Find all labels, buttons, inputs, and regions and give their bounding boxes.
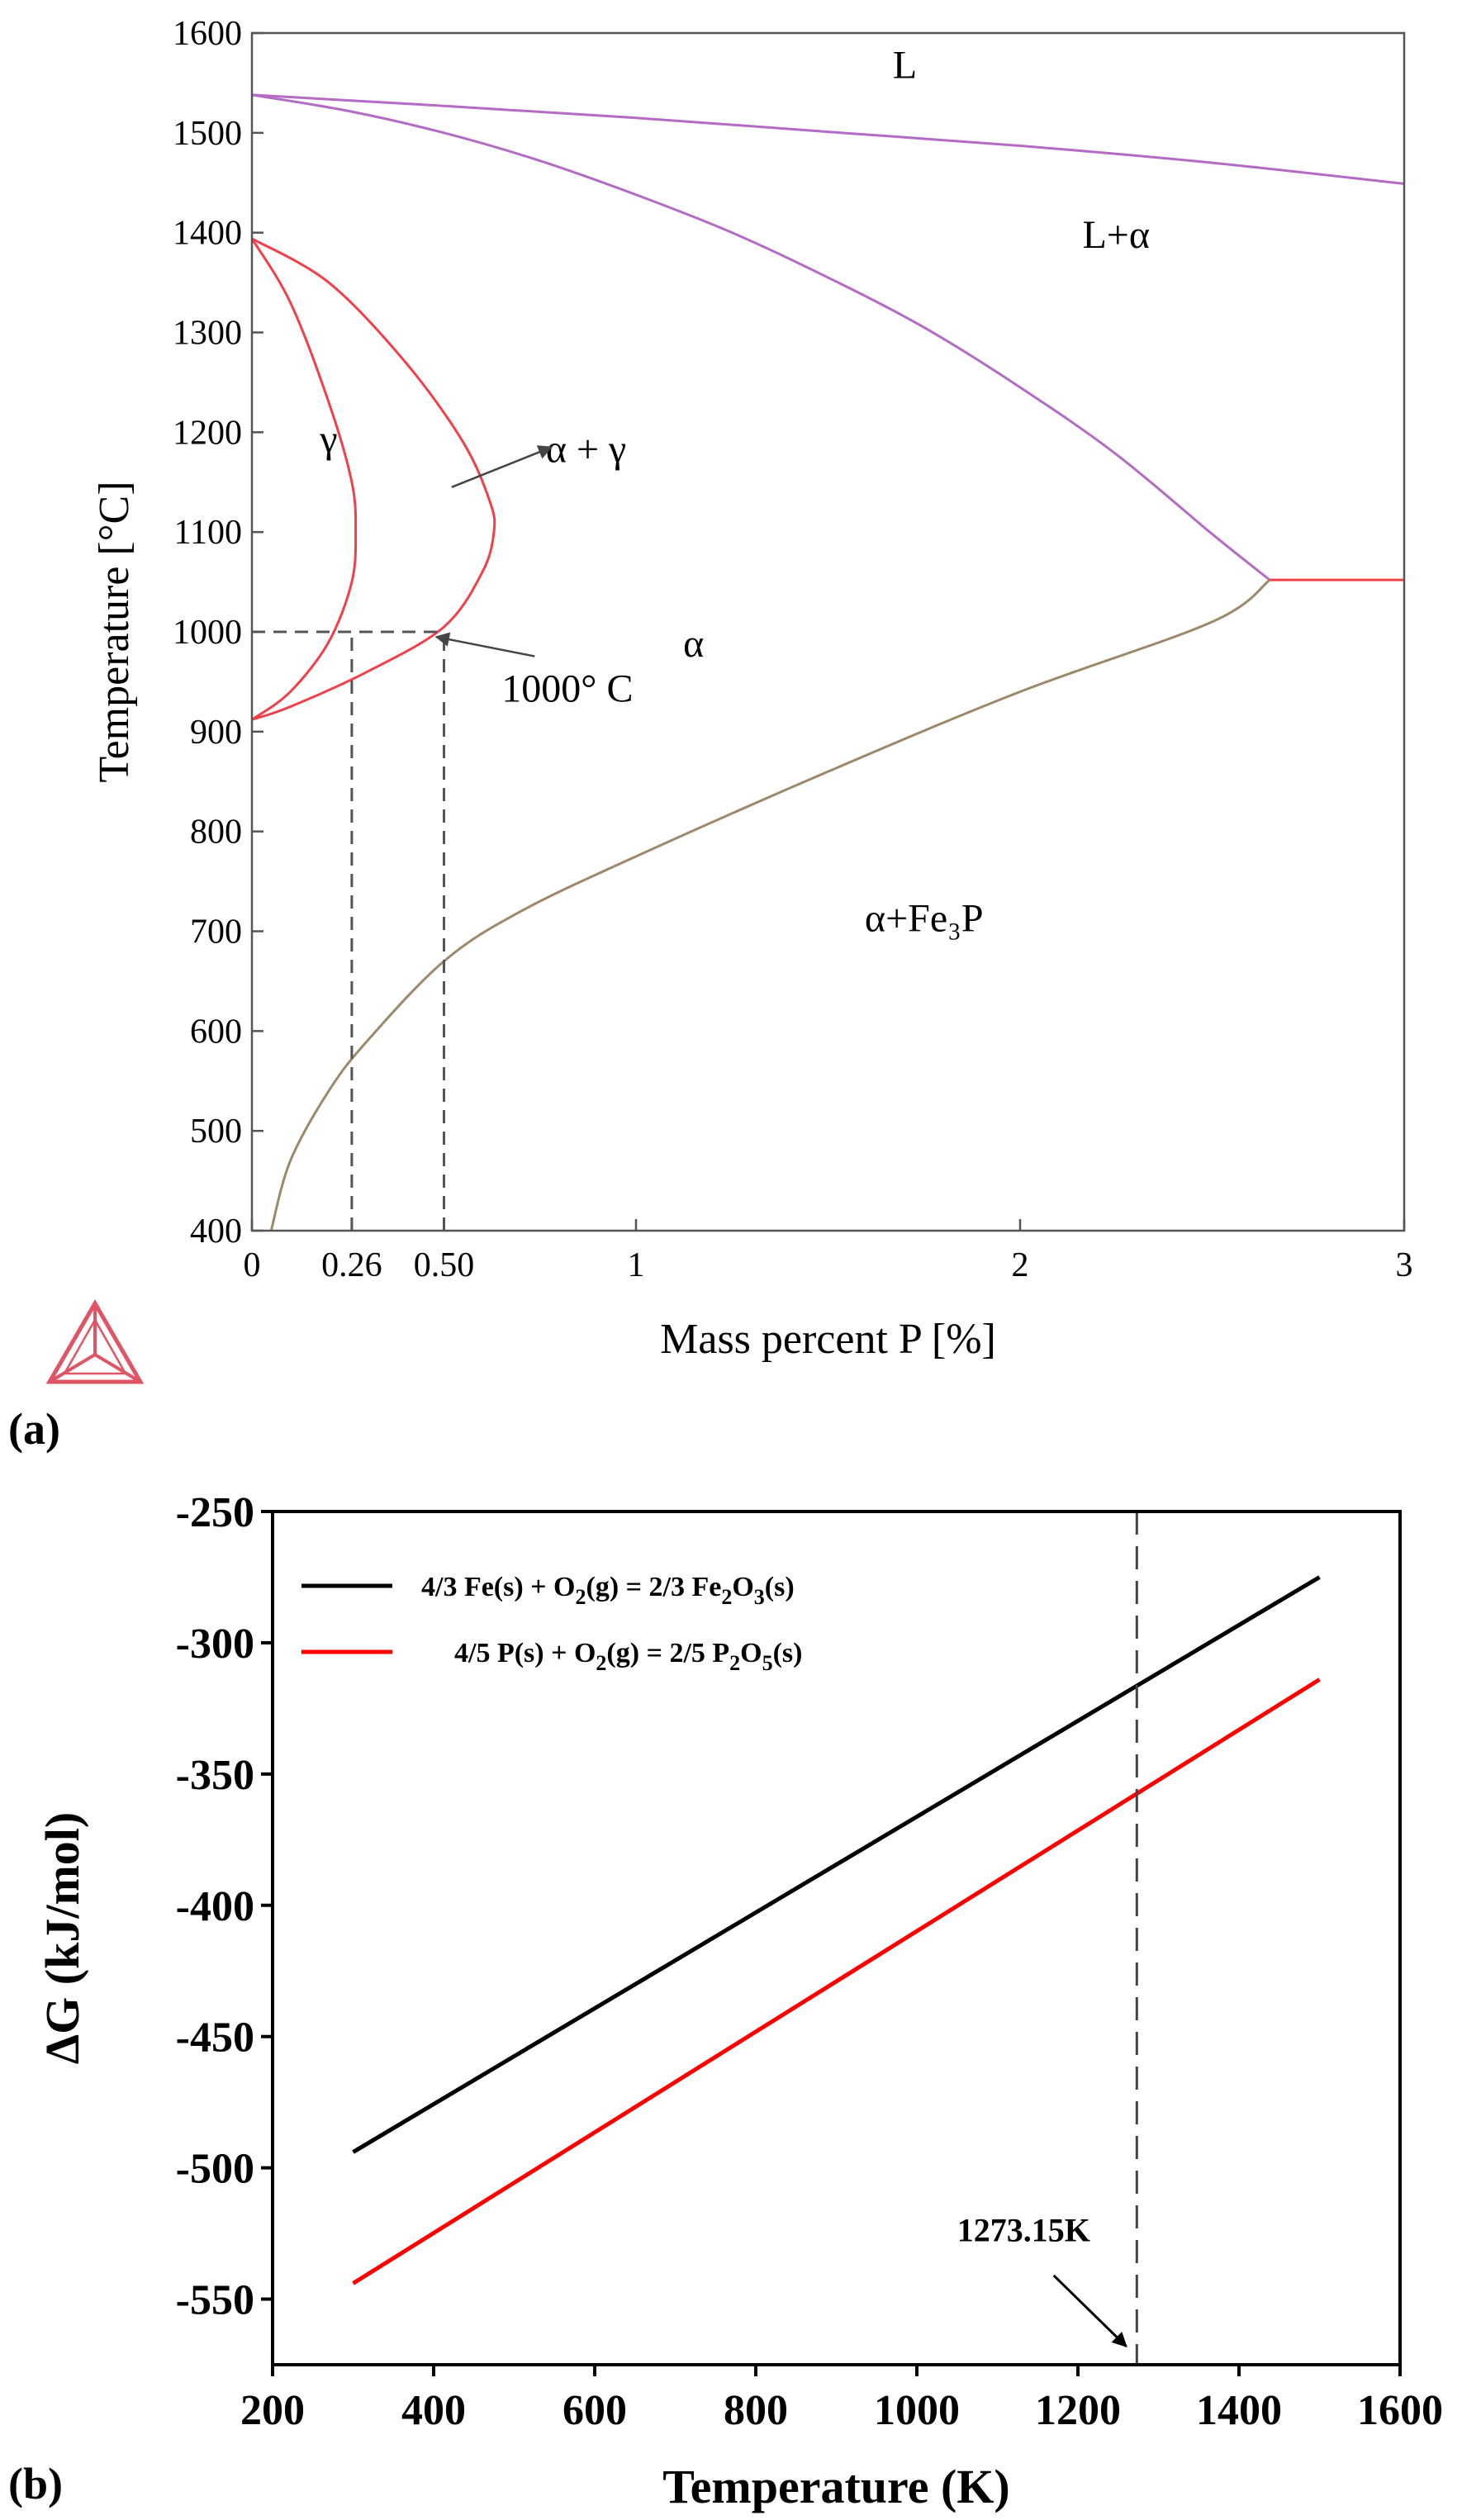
annotation-label: 1000° C [501, 667, 633, 711]
y-tick-label: 400 [190, 1213, 242, 1251]
y-tick-label: -450 [176, 2015, 254, 2062]
legend-entry: 4/3 Fe(s) + O2(g) = 2/3 Fe2O3(s) [421, 1572, 795, 1609]
phase-region-label: α [683, 622, 704, 666]
annotation-arrow [451, 445, 553, 488]
panel-label-b: (b) [8, 2459, 63, 2508]
y-tick-label: 1000 [173, 614, 242, 652]
y-tick-label: -250 [176, 1489, 254, 1536]
phase-diagram-panel: 0 0.26 0.50 1 2 3 400 500 600 700 800 900 1000 1100 1… [8, 15, 1413, 1454]
x-axis-title: Mass percent P [%] [660, 1316, 996, 1363]
phase-region-label: γ [319, 418, 337, 462]
series-line [352, 1678, 1321, 2285]
y-tick-label: 1100 [174, 514, 242, 552]
y-tick-label: 600 [190, 1013, 242, 1051]
y-tick-label: 900 [190, 714, 242, 752]
annotations: 1000° C [434, 445, 633, 711]
x-tick-label: 800 [724, 2387, 788, 2434]
y-axis-ticks: 400 500 600 700 800 900 1000 1100 1200 1300 1400 15… [173, 15, 263, 1251]
y-tick-label: 500 [190, 1113, 242, 1151]
y-tick-label: 1600 [173, 15, 242, 53]
y-tick-label: 700 [190, 914, 242, 952]
annotation-arrow [1052, 2274, 1127, 2348]
series-line-solidus [251, 93, 1271, 581]
annotation-label: 1273.15K [957, 2212, 1090, 2249]
series-line [352, 1575, 1321, 2154]
series-line-gamma-loop-outer [251, 237, 496, 721]
thermo-calc-logo [45, 1299, 145, 1384]
gibbs-energy-panel: 200 400 600 800 1000 1200 1400 1600 -250 -300 -35… [8, 1489, 1443, 2513]
y-axis-title: Temperature [°C] [91, 481, 138, 782]
y-axis-ticks: -250 -300 -350 -400 -450 -500 -550 [176, 1489, 273, 2324]
y-tick-label: 1300 [173, 315, 242, 353]
x-axis-ticks: 0 0.26 0.50 1 2 3 [244, 1219, 1413, 1284]
x-tick-label: 1200 [1035, 2387, 1121, 2434]
x-tick-label: 0 [244, 1246, 261, 1284]
phase-region-label: L+α [1082, 213, 1150, 257]
guide-lines [252, 630, 445, 1231]
y-tick-label: 1400 [173, 215, 242, 253]
y-tick-label: -500 [176, 2146, 254, 2193]
x-tick-label: 1000 [874, 2387, 960, 2434]
x-tick-label: 1600 [1357, 2387, 1443, 2434]
y-tick-label: 1500 [173, 115, 242, 153]
gibbs-energy-lines [352, 1575, 1321, 2285]
y-tick-label: -300 [176, 1621, 254, 1668]
x-tick-label: 0.26 [321, 1246, 382, 1284]
annotations: 1273.15K [957, 2212, 1127, 2348]
y-tick-label: 1200 [173, 414, 242, 452]
x-tick-label: 3 [1396, 1246, 1413, 1284]
legend-entry: 4/5 P(s) + O2(g) = 2/5 P2O5(s) [454, 1638, 803, 1675]
x-tick-label: 400 [401, 2387, 466, 2434]
phase-region-label: α+Fe₃P [865, 897, 984, 941]
x-tick-label: 600 [562, 2387, 627, 2434]
x-tick-label: 200 [240, 2387, 305, 2434]
series-line-liquidus [251, 93, 1405, 185]
legend: 4/3 Fe(s) + O2(g) = 2/3 Fe2O3(s) 4/5 P(s)… [301, 1572, 803, 1675]
y-tick-label: -550 [176, 2277, 254, 2324]
y-tick-label: -400 [176, 1883, 254, 1930]
series-line-gamma-loop-inner [250, 238, 358, 721]
phase-region-label: L [893, 43, 917, 87]
x-axis-title: Temperature (K) [662, 2460, 1009, 2513]
axes-box [271, 1510, 1402, 2366]
phase-boundary-lines [250, 93, 1405, 1232]
annotation-arrow [434, 632, 535, 657]
y-tick-label: 800 [190, 814, 242, 852]
x-tick-label: 2 [1012, 1246, 1029, 1284]
plot-frame [271, 1510, 1402, 2366]
phase-region-label: α + γ [546, 428, 626, 472]
x-tick-label: 1 [628, 1246, 645, 1284]
x-tick-label: 0.50 [414, 1246, 475, 1284]
phase-region-labels: L L+α γ α + γ α α+Fe₃P [319, 43, 1150, 940]
x-tick-label: 1400 [1196, 2387, 1282, 2434]
series-line-solvus [269, 578, 1271, 1232]
y-tick-label: -350 [176, 1752, 254, 1799]
panel-label-a: (a) [8, 1404, 60, 1454]
x-axis-ticks: 200 400 600 800 1000 1200 1400 1600 [240, 2365, 1443, 2434]
y-axis-title: ΔG (kJ/mol) [36, 1812, 89, 2064]
